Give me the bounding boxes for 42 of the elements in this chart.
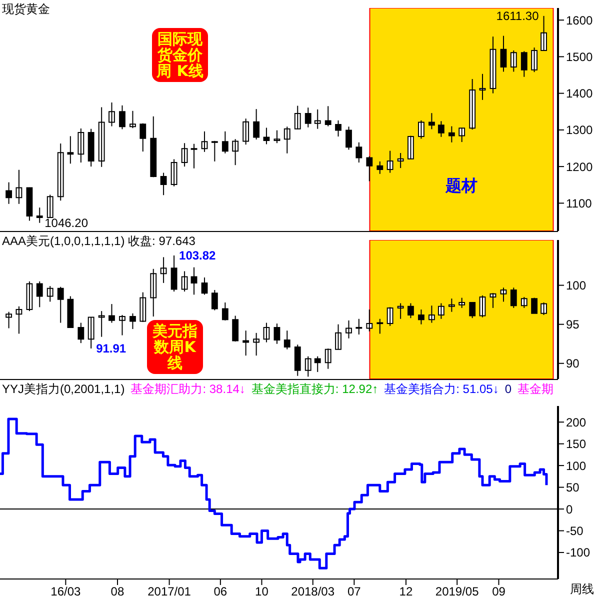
text: 0	[504, 382, 512, 396]
y-tick-label: 100	[566, 458, 586, 473]
annotation: 91.91	[96, 342, 126, 356]
x-tick-label: 2019/05	[435, 584, 480, 599]
x-tick-label: 2017/01	[148, 584, 192, 599]
y-tick-label: -100	[566, 546, 590, 560]
y-tick-label: -50	[566, 524, 584, 538]
y-tick-label: 200	[566, 415, 586, 430]
text: 基金期	[518, 382, 554, 396]
y-tick-label: 1200	[566, 160, 594, 174]
text: 基金美指直接力: 12.92↑	[251, 382, 378, 396]
x-tick-label: 06	[214, 584, 228, 599]
chart-title: AAA美元(1,0,0,1,1,1,1) 收盘: 97.643	[2, 234, 196, 248]
x-tick-label: 16/03	[50, 584, 82, 599]
x-tick-label: 08	[110, 584, 124, 599]
text: 基金期汇助力: 38.14↓	[130, 382, 246, 396]
chart-title: 现货黄金	[2, 2, 50, 16]
y-tick-label: 50	[566, 480, 580, 495]
y-tick-label: 1400	[566, 86, 594, 101]
y-tick-label: 90	[566, 356, 580, 371]
x-tick-label: 09	[492, 584, 506, 599]
annotation: 国际现货金价周 K线	[152, 28, 208, 82]
annotation: 103.82	[179, 248, 216, 263]
y-tick-label: 95	[566, 318, 580, 332]
x-tick-label: 10	[255, 584, 269, 599]
annotation: 1046.20	[44, 216, 88, 230]
x-tick-label: 12	[399, 584, 413, 599]
chart-title: YYJ美指力(0,2001,1,1)	[2, 382, 125, 396]
y-tick-label: 150	[566, 437, 586, 452]
y-tick-label: 1500	[566, 50, 594, 64]
annotation: 美元指数周K线	[147, 320, 203, 374]
y-tick-label: 100	[566, 278, 586, 293]
annotation: 1611.30	[496, 9, 540, 24]
y-tick-label: 1100	[566, 196, 592, 210]
x-tick-label: 07	[347, 584, 362, 599]
y-tick-label: 1600	[566, 13, 594, 28]
x-tick-label: 2018/03	[291, 584, 335, 599]
y-tick-label: 1300	[566, 123, 594, 138]
text: 基金美指合力: 51.05↓	[384, 382, 499, 396]
x-axis-title: 周线	[570, 581, 594, 598]
y-tick-label: 0	[566, 502, 573, 516]
band-label: 题材	[444, 177, 478, 195]
